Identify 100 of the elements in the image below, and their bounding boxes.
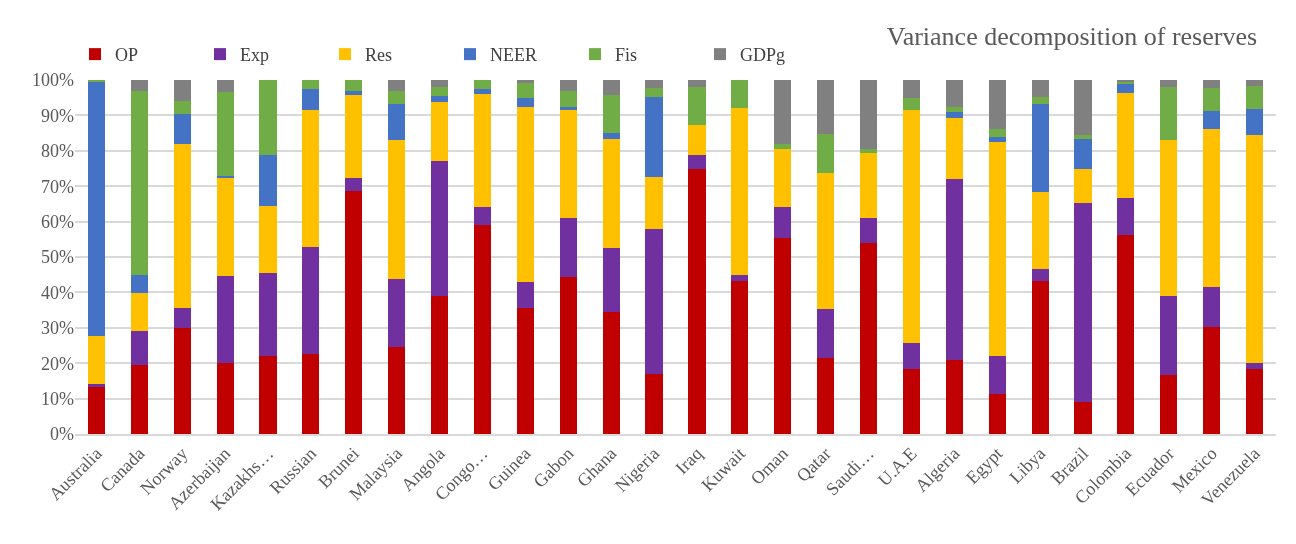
bar (173, 327, 191, 434)
bar (945, 360, 963, 434)
legend-label: Fis (615, 45, 638, 66)
bar (1160, 87, 1178, 141)
bar (216, 80, 234, 93)
bar (559, 110, 577, 219)
bar (87, 82, 106, 336)
bar (1117, 83, 1135, 94)
bar (817, 80, 835, 135)
bar (130, 293, 148, 331)
bar (173, 114, 191, 145)
bar (902, 342, 920, 369)
y-tick-label: 20% (41, 353, 74, 374)
bar (388, 80, 406, 91)
y-tick-label: 90% (41, 105, 74, 126)
bar (688, 155, 706, 169)
bar (1245, 86, 1264, 109)
bar (1245, 80, 1264, 87)
bar (988, 356, 1006, 394)
bar (1160, 80, 1178, 88)
bar (388, 140, 406, 280)
bar (516, 80, 534, 83)
bar (130, 274, 148, 294)
bar (945, 80, 963, 107)
bar (345, 191, 363, 434)
bar (945, 111, 963, 118)
bar (431, 87, 449, 96)
bar (302, 88, 320, 110)
bar (988, 141, 1006, 357)
bar (431, 95, 449, 102)
bar (774, 143, 792, 150)
bar (817, 358, 835, 434)
bar (516, 106, 534, 283)
bar (473, 80, 492, 89)
bar (1117, 197, 1135, 235)
bar (1203, 327, 1221, 434)
bar (688, 87, 706, 125)
bar (431, 161, 449, 296)
bar (87, 383, 106, 387)
bar (216, 363, 234, 434)
bar (559, 218, 577, 278)
bar (259, 272, 277, 357)
bar (1074, 80, 1092, 135)
bar (173, 144, 191, 308)
bar (559, 91, 577, 107)
bar (173, 100, 191, 115)
bar (173, 307, 191, 328)
bar (817, 308, 835, 359)
bar (473, 94, 492, 208)
bar (431, 101, 449, 162)
bar (902, 80, 920, 98)
bar (216, 177, 234, 276)
bar (1031, 80, 1049, 98)
bar (988, 393, 1006, 434)
bar (1117, 234, 1135, 434)
bar (130, 365, 148, 434)
bar (859, 80, 878, 150)
y-tick-label: 80% (41, 141, 74, 162)
bar (645, 80, 663, 88)
bar (388, 90, 406, 105)
y-tick-label: 10% (41, 388, 74, 409)
bar (431, 295, 449, 434)
y-tick-label: 50% (41, 247, 74, 268)
bar (259, 80, 277, 156)
bar (902, 368, 920, 434)
bar (1203, 128, 1221, 288)
bar (1245, 134, 1264, 364)
bar (688, 80, 706, 88)
legend-label: OP (115, 45, 139, 66)
bar (473, 207, 492, 226)
bar (345, 95, 363, 179)
bar (774, 237, 792, 434)
bar (859, 217, 878, 243)
bar (1160, 296, 1178, 375)
bar (645, 176, 663, 229)
bar (859, 152, 878, 218)
bar (645, 97, 663, 177)
bar (559, 80, 577, 92)
legend-label: Exp (240, 45, 269, 66)
bar (731, 108, 749, 276)
bar (602, 80, 620, 95)
bar (1203, 110, 1221, 129)
chart-title: Variance decomposition of reserves (886, 22, 1258, 52)
bar (1203, 80, 1221, 88)
bar (130, 80, 148, 91)
bar (388, 104, 406, 141)
bar (945, 178, 963, 361)
bar (516, 98, 534, 107)
bar (87, 386, 106, 434)
bar (259, 206, 277, 273)
bar (645, 228, 663, 374)
bar (1074, 402, 1092, 434)
bar (302, 354, 320, 434)
bar (388, 279, 406, 347)
legend-label: NEER (490, 45, 537, 66)
bar (1203, 87, 1221, 111)
bar (388, 346, 406, 434)
bar (130, 330, 148, 366)
bar (1031, 281, 1049, 434)
legend-label: GDPg (740, 45, 786, 66)
